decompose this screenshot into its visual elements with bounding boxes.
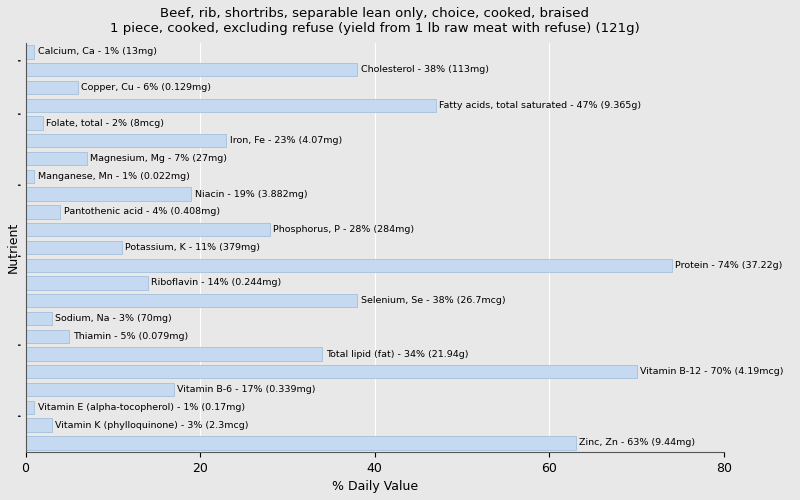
Bar	[26, 46, 34, 59]
Y-axis label: Nutrient: Nutrient	[7, 222, 20, 273]
Text: Manganese, Mn - 1% (0.022mg): Manganese, Mn - 1% (0.022mg)	[38, 172, 190, 181]
Bar	[26, 241, 122, 254]
Text: Niacin - 19% (3.882mg): Niacin - 19% (3.882mg)	[195, 190, 307, 198]
Text: Vitamin E (alpha-tocopherol) - 1% (0.17mg): Vitamin E (alpha-tocopherol) - 1% (0.17m…	[38, 403, 245, 412]
Text: Fatty acids, total saturated - 47% (9.365g): Fatty acids, total saturated - 47% (9.36…	[439, 101, 642, 110]
Bar	[26, 312, 52, 325]
Text: Sodium, Na - 3% (70mg): Sodium, Na - 3% (70mg)	[55, 314, 172, 323]
Text: Iron, Fe - 23% (4.07mg): Iron, Fe - 23% (4.07mg)	[230, 136, 342, 145]
Bar	[26, 81, 78, 94]
Bar	[26, 205, 61, 218]
Text: Phosphorus, P - 28% (284mg): Phosphorus, P - 28% (284mg)	[274, 225, 414, 234]
X-axis label: % Daily Value: % Daily Value	[332, 480, 418, 493]
Text: Protein - 74% (37.22g): Protein - 74% (37.22g)	[675, 260, 782, 270]
Text: Folate, total - 2% (8mcg): Folate, total - 2% (8mcg)	[46, 118, 165, 128]
Bar	[26, 330, 69, 343]
Bar	[26, 223, 270, 236]
Text: Calcium, Ca - 1% (13mg): Calcium, Ca - 1% (13mg)	[38, 48, 157, 56]
Bar	[26, 276, 148, 289]
Text: Pantothenic acid - 4% (0.408mg): Pantothenic acid - 4% (0.408mg)	[64, 208, 220, 216]
Bar	[26, 365, 637, 378]
Bar	[26, 116, 43, 130]
Text: Vitamin B-6 - 17% (0.339mg): Vitamin B-6 - 17% (0.339mg)	[178, 385, 316, 394]
Bar	[26, 348, 322, 360]
Text: Cholesterol - 38% (113mg): Cholesterol - 38% (113mg)	[361, 65, 489, 74]
Bar	[26, 383, 174, 396]
Text: Vitamin B-12 - 70% (4.19mcg): Vitamin B-12 - 70% (4.19mcg)	[640, 368, 784, 376]
Bar	[26, 400, 34, 414]
Bar	[26, 258, 671, 272]
Bar	[26, 294, 358, 308]
Bar	[26, 63, 358, 76]
Text: Vitamin K (phylloquinone) - 3% (2.3mcg): Vitamin K (phylloquinone) - 3% (2.3mcg)	[55, 420, 249, 430]
Bar	[26, 98, 436, 112]
Text: Copper, Cu - 6% (0.129mg): Copper, Cu - 6% (0.129mg)	[82, 83, 211, 92]
Text: Selenium, Se - 38% (26.7mcg): Selenium, Se - 38% (26.7mcg)	[361, 296, 506, 305]
Text: Potassium, K - 11% (379mg): Potassium, K - 11% (379mg)	[125, 243, 260, 252]
Bar	[26, 170, 34, 183]
Text: Total lipid (fat) - 34% (21.94g): Total lipid (fat) - 34% (21.94g)	[326, 350, 468, 358]
Text: Thiamin - 5% (0.079mg): Thiamin - 5% (0.079mg)	[73, 332, 188, 341]
Bar	[26, 152, 86, 165]
Bar	[26, 418, 52, 432]
Bar	[26, 188, 191, 201]
Text: Zinc, Zn - 63% (9.44mg): Zinc, Zn - 63% (9.44mg)	[579, 438, 695, 448]
Text: Magnesium, Mg - 7% (27mg): Magnesium, Mg - 7% (27mg)	[90, 154, 227, 163]
Bar	[26, 436, 575, 450]
Title: Beef, rib, shortribs, separable lean only, choice, cooked, braised
1 piece, cook: Beef, rib, shortribs, separable lean onl…	[110, 7, 640, 35]
Bar	[26, 134, 226, 147]
Text: Riboflavin - 14% (0.244mg): Riboflavin - 14% (0.244mg)	[151, 278, 282, 287]
